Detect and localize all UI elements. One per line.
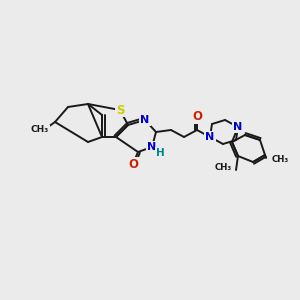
Text: O: O: [192, 110, 202, 124]
Text: N: N: [147, 142, 157, 152]
Text: H: H: [156, 148, 164, 158]
Text: CH₃: CH₃: [31, 125, 49, 134]
Text: S: S: [116, 103, 124, 116]
Text: N: N: [233, 122, 243, 132]
Text: CH₃: CH₃: [215, 164, 232, 172]
Text: O: O: [128, 158, 138, 170]
Text: CH₃: CH₃: [272, 155, 289, 164]
Text: N: N: [140, 115, 150, 125]
Text: N: N: [206, 132, 214, 142]
